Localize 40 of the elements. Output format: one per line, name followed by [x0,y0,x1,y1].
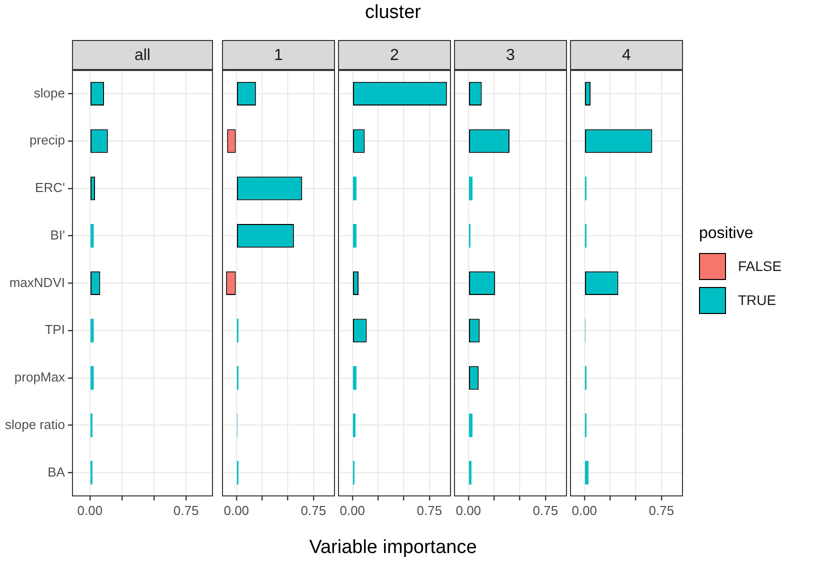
bar [352,176,356,200]
chart-title: 1 [222,40,335,70]
y-tick-label: TPI [44,322,65,338]
chart-title: all [72,40,213,70]
bar [352,366,356,390]
chart-title: 2 [338,40,451,70]
chart-title: 4 [570,40,683,70]
x-tick-label: 0.00 [224,502,250,518]
x-tick-label: 0.75 [300,502,326,518]
bar [468,176,472,200]
x-tick-label: 0.75 [416,502,442,518]
bar [468,460,472,485]
y-tick-label: maxNDVI [9,274,65,290]
legend-label: FALSE [738,258,782,274]
y-tick-label: BA [48,464,66,480]
legend-label: TRUE [738,292,776,308]
y-tick-label: slope ratio [4,416,65,432]
x-tick-label: 0.00 [572,502,598,518]
y-tick-label: precip [30,132,65,148]
y-tick-label: ERC' [35,180,65,196]
x-tick-label: 0.75 [648,502,674,518]
bar [468,413,472,438]
y-tick-label: BI' [50,227,65,242]
bar [352,413,356,438]
x-tick-label: 0.75 [532,502,558,518]
y-tick-label: slope [34,85,65,100]
bar [90,366,94,390]
x-tick-label: 0.00 [77,502,103,518]
bar [90,318,94,342]
x-axis-title: Variable importance [308,537,478,559]
x-tick-label: 0.00 [340,502,366,518]
bar [352,224,356,248]
y-tick-label: propMax [14,370,66,385]
text: cluster [364,2,422,24]
bar [584,460,588,485]
x-tick-label: 0.00 [456,502,482,518]
x-tick-label: 0.75 [173,502,199,518]
legend-title: positive [699,225,754,243]
chart-title: 3 [454,40,567,70]
bar [90,224,94,248]
